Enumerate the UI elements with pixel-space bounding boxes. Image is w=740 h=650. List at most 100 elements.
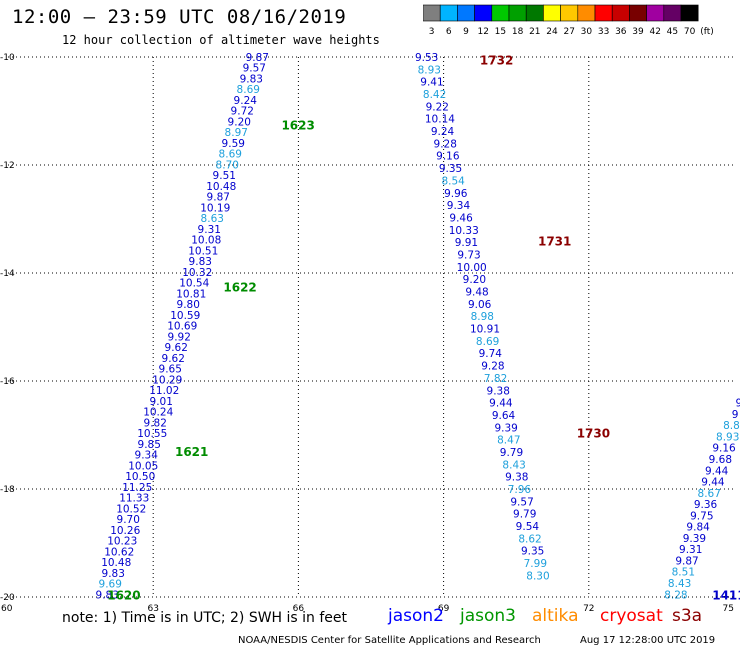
wave-height-label: 9.06: [468, 299, 492, 311]
wave-height-label: 8.69: [476, 336, 499, 348]
wave-height-label: 9.53: [415, 52, 438, 64]
wave-height-label: 10.19: [200, 202, 230, 214]
wave-height-label: 10.69: [167, 321, 197, 333]
pass-time-label: 1411: [712, 588, 740, 602]
wave-height-label: 9.44: [489, 398, 513, 410]
legend-swatch: [680, 4, 699, 22]
wave-height-label: 10.52: [116, 503, 146, 515]
x-tick-label: 66: [293, 604, 305, 614]
wave-height-label: 8.93: [418, 64, 441, 76]
wave-height-label: 9.44: [705, 465, 729, 477]
pass-time-label: 1732: [480, 54, 513, 68]
y-tick-label: -12: [0, 161, 15, 171]
wave-height-label: 9.65: [159, 364, 182, 376]
legend-label: 27: [563, 27, 574, 37]
wave-height-label: 9.62: [165, 342, 188, 354]
wave-height-label: 9.73: [457, 249, 480, 261]
wave-height-label: 9.35: [439, 163, 462, 175]
wave-height-label: 8.28: [664, 589, 687, 601]
wave-height-label: 9.96: [444, 188, 468, 200]
wave-height-label: 9.44: [701, 477, 725, 489]
wave-height-label: 9.38: [487, 385, 510, 397]
wave-height-label: 10.59: [170, 310, 200, 322]
wave-height-label: 11.33: [119, 493, 149, 505]
wave-height-label: 10.48: [101, 557, 131, 569]
generated-timestamp: Aug 17 12:28:00 UTC 2019: [580, 635, 716, 646]
wave-height-label: 8.51: [672, 567, 695, 579]
wave-height-label: 8.54: [441, 175, 465, 187]
wave-height-label: 10.91: [470, 324, 500, 336]
wave-height-label: 9.82: [144, 417, 167, 429]
wave-height-label: 9.31: [198, 224, 221, 236]
wave-height-label: 10.05: [128, 460, 158, 472]
wave-height-label: 9.39: [494, 422, 517, 434]
wave-height-label: 9.64: [492, 410, 516, 422]
wave-height-label: 9.46: [449, 212, 473, 224]
legend-label: 9: [463, 27, 469, 37]
wave-height-label: 8.62: [518, 533, 541, 545]
wave-height-label: 10.62: [104, 546, 134, 558]
wave-height-label: 9: [732, 409, 739, 421]
wave-height-label: 9.57: [510, 496, 533, 508]
wave-height-label: 9.31: [679, 544, 702, 556]
satellite-label-s3a: s3a: [672, 606, 703, 626]
wave-height-label: 8.69: [237, 84, 260, 96]
wave-height-label: 9.16: [436, 151, 460, 163]
wave-height-label: 9.57: [243, 63, 266, 75]
wave-height-label: 9.92: [168, 331, 191, 343]
legend-label: 15: [495, 27, 506, 37]
wave-height-label: 9.83: [189, 256, 212, 268]
wave-height-label: 9.72: [231, 106, 254, 118]
y-tick-label: -10: [0, 53, 15, 63]
wave-height-label: 9.39: [683, 533, 706, 545]
wave-height-label: 9.80: [177, 299, 200, 311]
x-tick-label: 75: [723, 604, 734, 614]
credit-text: NOAA/NESDIS Center for Satellite Applica…: [238, 635, 541, 646]
wave-height-label: 9.20: [463, 274, 486, 286]
wave-height-label: 9.41: [420, 77, 443, 89]
wave-height-label: 10.54: [179, 278, 209, 290]
wave-height-label: 8.42: [423, 89, 446, 101]
wave-height-label: 7.99: [524, 558, 547, 570]
wave-height-label: 10.00: [457, 262, 487, 274]
wave-height-label: 10.08: [191, 235, 221, 247]
wave-height-label: 9.84: [686, 522, 710, 534]
x-tick-label: 72: [583, 604, 594, 614]
wave-height-label: 9.38: [505, 472, 528, 484]
wave-height-label: 9.34: [135, 450, 159, 462]
legend-label: 30: [581, 27, 593, 37]
wave-height-label: 9.70: [117, 514, 140, 526]
wave-height-label: 10.23: [107, 536, 137, 548]
wave-height-label: 8.97: [225, 127, 248, 139]
wave-height-label: 8.8: [723, 420, 740, 432]
page-title: 12:00 – 23:59 UTC 08/16/2019: [12, 6, 347, 28]
x-tick-label: 69: [438, 604, 450, 614]
wave-height-label: 9.74: [479, 348, 503, 360]
wave-height-label: 10.48: [206, 181, 236, 193]
wave-height-label: 9.36: [694, 499, 718, 511]
wave-height-label: 9.28: [481, 361, 504, 373]
x-tick-label: 60: [1, 604, 13, 614]
pass-time-label: 1623: [281, 119, 314, 133]
legend-label: 6: [446, 27, 452, 37]
wave-height-label: 10.26: [110, 525, 140, 537]
wave-height-label: 8.47: [497, 435, 520, 447]
legend-label: 45: [667, 27, 678, 37]
page-subtitle: 12 hour collection of altimeter wave hei…: [62, 33, 380, 47]
wave-height-label: 9.85: [138, 439, 161, 451]
satellite-label-altika: altika: [532, 606, 579, 626]
wave-height-label: 9.48: [465, 287, 488, 299]
wave-height-label: 9.51: [213, 170, 236, 182]
wave-height-label: 8.43: [502, 459, 525, 471]
wave-height-label: 10.51: [188, 245, 218, 257]
legend-label: 39: [632, 27, 644, 37]
color-legend: 3 6 9 12 15 18 21 24 27 30 33 36 39 42 45 70 (ft): [423, 4, 714, 37]
wave-height-label: 9.87: [207, 192, 230, 204]
wave-height-label: 9.35: [521, 546, 544, 558]
pass-time-label: 1730: [577, 426, 610, 440]
wave-height-label: 10.29: [152, 374, 182, 386]
legend-label: 42: [649, 27, 660, 37]
wave-height-label: 9: [735, 398, 740, 410]
wave-height-label: 9.59: [222, 138, 245, 150]
